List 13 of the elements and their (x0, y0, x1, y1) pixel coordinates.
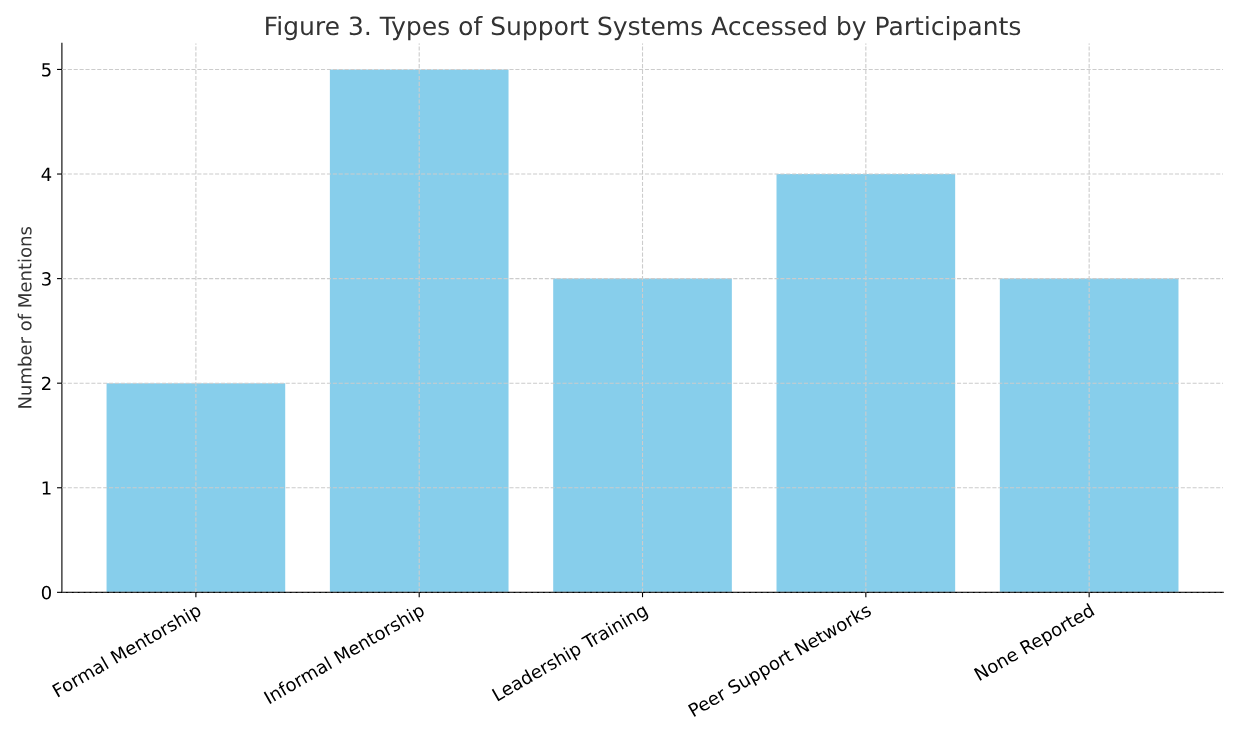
y-tick-label: 2 (42, 376, 51, 391)
y-tick-label: 1 (42, 481, 51, 495)
y-axis-title: Number of Mentions (17, 226, 32, 408)
bar (776, 174, 956, 593)
bar (106, 383, 286, 593)
bar (553, 278, 732, 593)
y-tick-label: 3 (42, 272, 51, 286)
y-tick-label: 0 (41, 585, 51, 600)
y-tick-label: 5 (42, 63, 51, 77)
bar (329, 69, 509, 593)
chart-title: Figure 3. Types of Support Systems Accessed by Participants (266, 15, 1021, 41)
y-tick-label: 4 (41, 167, 52, 181)
bar (999, 278, 1179, 593)
